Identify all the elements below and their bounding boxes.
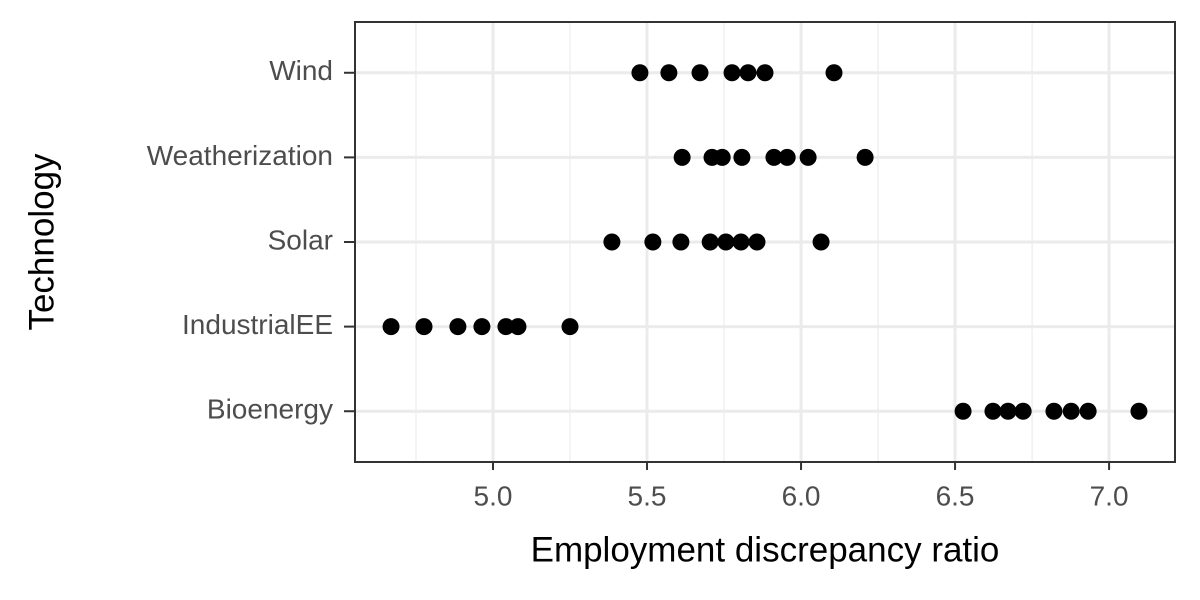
point bbox=[999, 402, 1017, 420]
point bbox=[723, 64, 741, 82]
y-tick-label: Wind bbox=[269, 55, 333, 86]
x-tick-label: 5.0 bbox=[474, 480, 513, 511]
point bbox=[449, 318, 467, 336]
x-tick-label: 7.0 bbox=[1090, 480, 1129, 511]
point bbox=[856, 148, 874, 166]
y-tick-label: Solar bbox=[268, 224, 333, 255]
x-tick-label: 6.0 bbox=[782, 480, 821, 511]
point bbox=[825, 64, 843, 82]
point bbox=[1079, 402, 1097, 420]
point bbox=[701, 233, 719, 251]
point bbox=[415, 318, 433, 336]
point bbox=[732, 233, 750, 251]
point bbox=[644, 233, 662, 251]
point bbox=[778, 148, 796, 166]
x-tick-label: 5.5 bbox=[628, 480, 667, 511]
point bbox=[382, 318, 400, 336]
panel-border bbox=[354, 21, 1176, 463]
point bbox=[1130, 402, 1148, 420]
x-tick-label: 6.5 bbox=[936, 480, 975, 511]
point bbox=[672, 233, 690, 251]
point bbox=[765, 148, 783, 166]
point bbox=[473, 318, 491, 336]
point bbox=[660, 64, 678, 82]
point bbox=[733, 148, 751, 166]
y-axis-title: Technology bbox=[22, 153, 61, 331]
point bbox=[748, 233, 766, 251]
point bbox=[603, 233, 621, 251]
point bbox=[497, 318, 515, 336]
point bbox=[812, 233, 830, 251]
point bbox=[984, 402, 1002, 420]
point bbox=[713, 148, 731, 166]
point bbox=[561, 318, 579, 336]
point bbox=[673, 148, 691, 166]
point bbox=[756, 64, 774, 82]
point bbox=[1014, 402, 1032, 420]
point bbox=[631, 64, 649, 82]
point bbox=[739, 64, 757, 82]
point bbox=[799, 148, 817, 166]
y-tick-label: Weatherization bbox=[147, 140, 333, 171]
point bbox=[717, 233, 735, 251]
y-tick-label: IndustrialEE bbox=[182, 309, 333, 340]
point bbox=[691, 64, 709, 82]
point bbox=[954, 402, 972, 420]
point bbox=[509, 318, 527, 336]
x-axis-title: Employment discrepancy ratio bbox=[531, 530, 1000, 569]
point bbox=[1062, 402, 1080, 420]
point bbox=[1045, 402, 1063, 420]
y-tick-label: Bioenergy bbox=[207, 394, 333, 425]
